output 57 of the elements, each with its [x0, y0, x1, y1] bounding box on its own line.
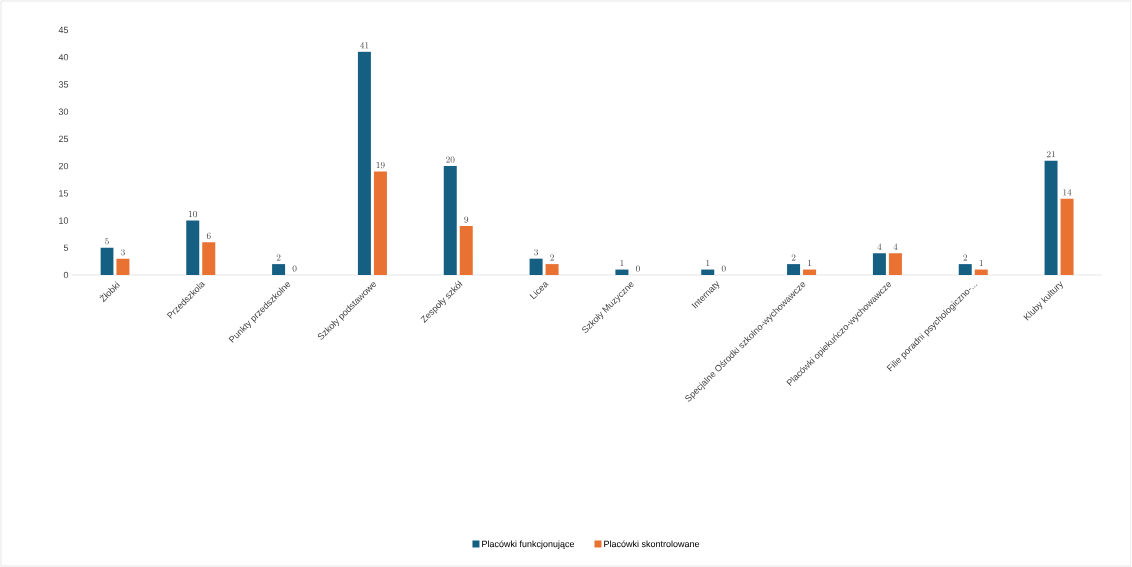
data-label: 14	[1063, 189, 1072, 196]
data-label: 2	[791, 254, 796, 261]
data-label: 9	[464, 216, 469, 223]
data-label: 1	[808, 260, 812, 267]
bar	[803, 269, 817, 275]
y-tick-label: 40	[58, 54, 69, 61]
bar	[272, 264, 286, 275]
data-label: 0	[721, 265, 726, 272]
data-label: 19	[376, 162, 385, 169]
data-label: 4	[893, 243, 898, 250]
bar	[787, 264, 801, 275]
y-tick-label: 20	[58, 162, 69, 170]
bar	[1060, 198, 1074, 275]
legend-label: Placówki funkcjonujące	[482, 540, 575, 549]
data-label: 5	[105, 238, 109, 245]
data-label: 2	[276, 254, 281, 261]
data-label: 1	[620, 260, 624, 267]
y-tick-label: 30	[58, 108, 69, 115]
data-label: 20	[446, 156, 455, 163]
data-label: 1	[979, 260, 983, 267]
y-tick-label: 25	[58, 135, 69, 143]
bar	[958, 264, 972, 275]
data-label: 3	[534, 249, 539, 256]
bar	[443, 166, 457, 275]
bar	[100, 247, 114, 275]
data-label: 41	[360, 42, 369, 49]
y-tick-label: 10	[59, 217, 69, 224]
y-tick-label: 35	[58, 81, 69, 88]
bar	[974, 269, 988, 275]
data-label: 21	[1046, 151, 1055, 158]
data-label: 10	[188, 211, 198, 218]
legend-label: Placówki skontrolowane	[604, 540, 700, 548]
data-label: 0	[635, 265, 640, 272]
bar	[202, 242, 216, 275]
bar	[1044, 160, 1058, 275]
bar	[186, 220, 200, 275]
data-label: 2	[963, 254, 968, 261]
bar	[888, 253, 902, 275]
bar	[701, 269, 715, 275]
data-label: 6	[206, 232, 211, 239]
data-label: 1	[706, 260, 710, 267]
data-label: 3	[121, 249, 125, 256]
data-label: 0	[292, 265, 297, 272]
bar	[116, 258, 130, 275]
bar	[872, 253, 886, 275]
y-tick-label: 0	[63, 271, 69, 279]
data-label: 4	[877, 243, 882, 250]
data-label: 2	[550, 254, 554, 261]
bar	[373, 171, 387, 275]
bar	[529, 258, 543, 275]
y-tick-label: 45	[58, 26, 69, 34]
bar	[615, 269, 629, 275]
y-tick-label: 15	[59, 190, 69, 197]
bar	[357, 51, 371, 275]
bar	[459, 226, 473, 275]
y-tick-label: 5	[63, 244, 69, 251]
bar	[545, 264, 559, 275]
